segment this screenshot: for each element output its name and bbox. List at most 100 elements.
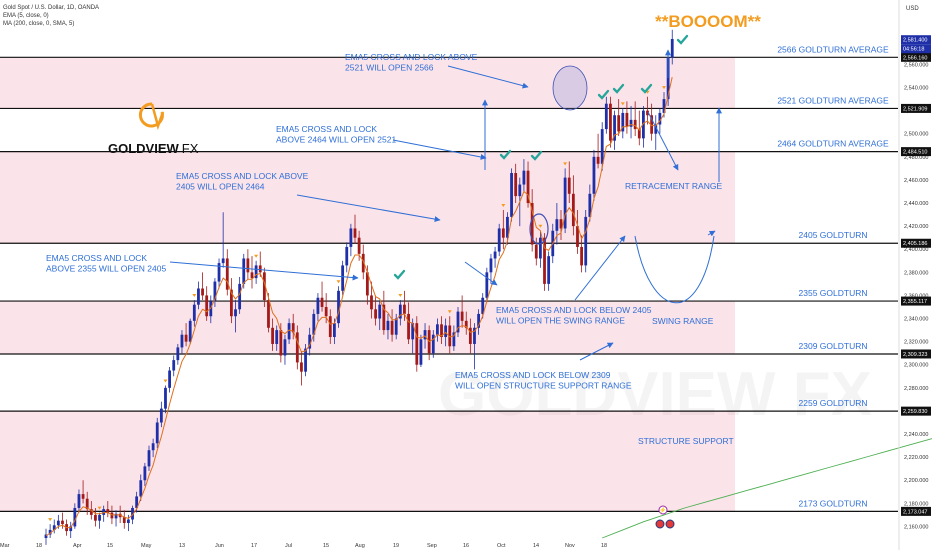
- candle: [267, 300, 270, 328]
- candle: [407, 313, 410, 340]
- candle: [489, 258, 493, 273]
- candle: [262, 272, 266, 301]
- candle: [370, 295, 373, 310]
- candle: [254, 265, 258, 279]
- candle: [448, 325, 452, 347]
- watermark-text: GOLDVIEW FX: [438, 360, 872, 429]
- ma-legend[interactable]: MA (200, close, 0, SMA, 5): [3, 21, 75, 27]
- candle: [122, 517, 126, 523]
- level-price-tag-bg: [901, 238, 931, 248]
- x-tick-label: 17: [251, 543, 257, 549]
- candle: [403, 304, 406, 314]
- candle: [386, 320, 390, 331]
- candle: [670, 39, 674, 58]
- candle: [172, 360, 176, 371]
- price-axis: 2,580.0002,560.0002,540.0002,520.0002,50…: [898, 0, 928, 550]
- candle: [567, 177, 571, 194]
- watermark-layer: GOLDVIEW FX: [438, 360, 872, 429]
- candle: [205, 295, 209, 317]
- candle: [460, 311, 464, 321]
- check-icon: [499, 149, 512, 160]
- candle: [300, 362, 303, 372]
- candle: [48, 529, 52, 535]
- candle: [337, 290, 340, 324]
- y-tick-label: 2,340.000: [904, 317, 928, 323]
- x-tick-label: Sep: [427, 543, 437, 549]
- candle: [114, 513, 118, 519]
- candle: [164, 387, 167, 409]
- x-tick-label: Apr: [73, 543, 82, 549]
- candle: [613, 115, 616, 141]
- arrow-swing-curve: [707, 230, 716, 237]
- candle: [596, 156, 600, 164]
- candle: [477, 313, 480, 328]
- candle: [102, 509, 106, 515]
- candle: [526, 170, 530, 204]
- candles-layer: [44, 29, 674, 545]
- signal-triangle-icon: [336, 280, 341, 284]
- candle: [431, 334, 435, 354]
- y-tick-label: 2,240.000: [904, 432, 928, 438]
- candle: [543, 237, 546, 284]
- us-flag-icon-2: [665, 519, 675, 529]
- candle: [563, 177, 567, 229]
- y-tick-label: 2,480.000: [904, 155, 928, 161]
- candle: [600, 129, 604, 164]
- candle: [510, 173, 513, 217]
- x-tick-label: 15: [323, 543, 329, 549]
- x-tick-label: 16: [463, 543, 469, 549]
- candle: [246, 258, 250, 273]
- candle: [592, 156, 596, 194]
- level-price-tag-bg: [901, 147, 931, 157]
- levels-layer: 2566 GOLDTURN AVERAGE 2521 GOLDTURN AVERA…: [0, 44, 898, 512]
- candle: [382, 304, 386, 331]
- y-tick-label: 2,220.000: [904, 455, 928, 461]
- candle: [415, 323, 419, 365]
- level-price-tag: 2,355.117: [903, 299, 927, 305]
- candle: [234, 309, 237, 317]
- candle: [555, 219, 559, 231]
- candle: [419, 339, 423, 365]
- candle: [436, 324, 439, 335]
- candle: [642, 110, 645, 139]
- annotation-boom: **BOOOOM**: [655, 12, 761, 31]
- time-axis: Mar 18 Apr 15 May 13 Jun 17 Jul 15 Aug 19 Sep 16 Oct 14…: [0, 543, 607, 549]
- arrow-down-retrace: [647, 111, 679, 171]
- candle: [604, 103, 608, 130]
- candle: [275, 330, 279, 344]
- level-price-tag: 2,521.909: [903, 106, 927, 112]
- candle: [213, 281, 217, 302]
- y-tick-label: 2,440.000: [904, 201, 928, 207]
- y-tick-label: 2,540.000: [904, 86, 928, 92]
- candle: [365, 272, 369, 296]
- candle: [637, 129, 641, 139]
- level-price-tag-bg: [901, 103, 931, 113]
- level-price-tag-bg: [901, 349, 931, 359]
- y-tick-label: 2,420.000: [904, 224, 928, 230]
- level-price-tag-bg: [901, 506, 931, 516]
- candle: [155, 422, 159, 444]
- candle: [357, 237, 361, 254]
- signal-triangle-icon: [97, 506, 102, 510]
- level-price-tag-bg: [901, 52, 931, 62]
- candle: [522, 170, 526, 185]
- candle: [238, 283, 242, 310]
- candle: [159, 408, 163, 423]
- candle: [328, 316, 332, 338]
- arrow-swing-up: [574, 235, 626, 301]
- symbol-title[interactable]: Gold Spot / U.S. Dollar, 1D, OANDA: [3, 5, 100, 11]
- candle: [514, 173, 518, 197]
- arrow-2521: [392, 139, 487, 160]
- ema-legend[interactable]: EMA (5, close, 0): [3, 13, 49, 19]
- candle: [530, 203, 534, 245]
- candle: [394, 318, 398, 335]
- candle: [304, 348, 307, 372]
- candle: [666, 57, 670, 100]
- level-label: 2355 GOLDTURN: [799, 288, 868, 298]
- candle: [617, 115, 621, 132]
- x-tick-label: Jun: [215, 543, 224, 549]
- annotation-2566: EMA5 CROSS AND LOCK ABOVE 2521 WILL OPEN …: [345, 52, 478, 73]
- x-tick-label: 15: [107, 543, 113, 549]
- candle: [184, 334, 188, 342]
- logo-name: GOLDVIEW FX: [108, 141, 199, 156]
